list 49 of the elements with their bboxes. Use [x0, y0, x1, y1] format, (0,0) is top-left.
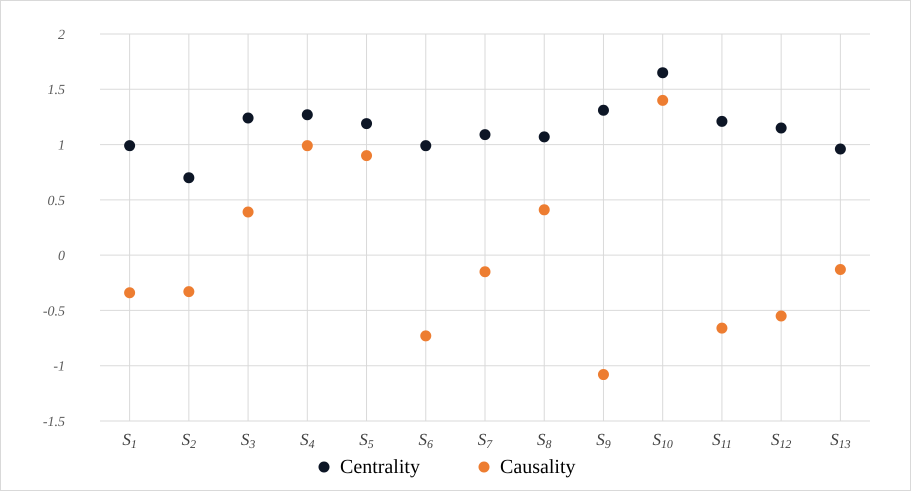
point [420, 140, 432, 152]
x-tick-label: S$_{6}$ [418, 430, 434, 451]
point [480, 266, 490, 278]
point [834, 264, 846, 276]
y-tick-label: -1.5 [42, 414, 65, 430]
y-tick-label: 0.5 [48, 194, 65, 209]
x-tick-label: S$_{2}$ [182, 430, 196, 451]
point [242, 112, 254, 124]
point [598, 104, 609, 116]
x-tick-label: S$_{13}$ [830, 430, 851, 451]
point [776, 122, 787, 134]
point [302, 140, 313, 152]
point [538, 204, 550, 216]
point [657, 67, 668, 78]
x-tick-label: S$_{1}$ [122, 430, 137, 451]
x-tick-label: S$_{8}$ [537, 430, 552, 451]
point [598, 369, 609, 380]
x-tick-label: S$_{12}$ [770, 430, 792, 451]
x-tick-label: S$_{5}$ [359, 430, 374, 451]
point [716, 116, 728, 127]
point [480, 129, 490, 140]
point [361, 118, 372, 130]
point [716, 322, 728, 334]
y-tick-label: 0 [58, 249, 65, 264]
y-tick-label: -1 [53, 360, 65, 375]
point [420, 330, 432, 342]
point [834, 143, 846, 154]
point [538, 131, 550, 142]
point [776, 310, 787, 322]
point [124, 287, 136, 298]
y-tick-label: -0.5 [42, 304, 65, 320]
x-tick-label: S$_{10}$ [652, 430, 673, 451]
y-tick-label: 1 [58, 138, 65, 154]
point [361, 150, 372, 162]
point [124, 140, 136, 152]
point [183, 172, 194, 184]
y-tick-label: 2 [58, 28, 65, 43]
point [242, 206, 254, 218]
point [183, 286, 194, 298]
x-tick-label: S$_{4}$ [300, 430, 315, 451]
legend-label: Centrality [340, 456, 420, 478]
x-tick-label: S$_{9}$ [596, 430, 611, 451]
point [657, 94, 668, 106]
y-tick-label: 1.5 [48, 83, 65, 98]
point [302, 109, 313, 120]
x-tick-label: S$_{11}$ [712, 430, 732, 451]
x-tick-label: S$_{7}$ [478, 430, 494, 451]
x-tick-label: S$_{3}$ [240, 430, 256, 451]
legend-label: Causality [500, 456, 576, 478]
